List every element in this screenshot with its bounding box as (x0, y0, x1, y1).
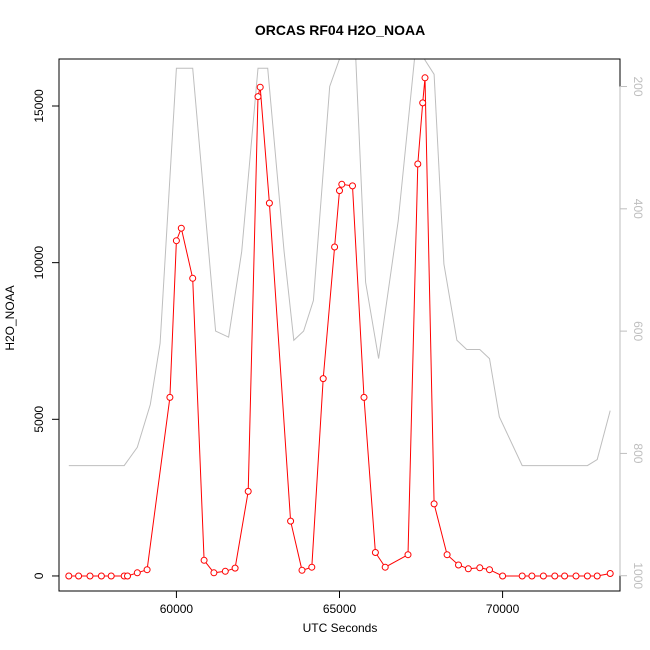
x-axis-label: UTC Seconds (303, 621, 378, 635)
data-point (572, 572, 580, 580)
secondary-line (68, 58, 611, 467)
y-tick-label: 5000 (32, 406, 46, 433)
data-point (65, 572, 73, 580)
data-point (443, 551, 451, 559)
data-point (298, 566, 306, 574)
data-point (593, 572, 601, 580)
data-point (360, 393, 368, 401)
secondary-series (68, 58, 611, 467)
right-tick-label: 400 (631, 199, 645, 219)
y-tick-label: 10000 (32, 246, 46, 280)
right-tick-label: 200 (631, 77, 645, 97)
data-point (338, 180, 346, 188)
data-point (455, 561, 462, 569)
right-tick-label: 800 (631, 443, 645, 463)
data-point (308, 563, 316, 571)
y-axis-label: H2O_NOAA (3, 285, 17, 350)
y-tick-label: 15000 (32, 89, 46, 123)
y-axis: 0 5000 10000 15000 (32, 89, 60, 579)
data-point (200, 556, 208, 564)
data-point (107, 572, 115, 580)
x-tick-label: 60000 (160, 602, 194, 616)
data-point (606, 570, 614, 577)
data-point (518, 572, 526, 580)
data-point (539, 572, 547, 580)
data-point (231, 564, 239, 572)
data-point (172, 237, 180, 245)
data-point (430, 500, 438, 508)
data-point (97, 572, 105, 580)
data-point (476, 564, 484, 572)
data-point (124, 572, 131, 580)
data-point (486, 566, 493, 574)
data-point (499, 572, 507, 580)
x-tick-label: 70000 (486, 602, 520, 616)
series-line (68, 77, 611, 577)
data-point (561, 572, 569, 580)
data-point (404, 551, 412, 559)
chart-title: ORCAS RF04 H2O_NOAA (255, 22, 425, 38)
data-point (287, 517, 295, 525)
data-point (349, 182, 356, 190)
data-point (189, 274, 197, 282)
data-point (75, 572, 83, 580)
data-point (244, 487, 252, 495)
data-point (528, 572, 536, 580)
data-point (381, 563, 389, 571)
data-point (86, 572, 94, 580)
x-tick-label: 65000 (323, 602, 357, 616)
data-point (336, 187, 343, 195)
data-point (265, 199, 273, 207)
data-point (254, 93, 262, 101)
x-axis: 60000 65000 70000 (160, 590, 520, 616)
data-point (166, 393, 174, 401)
data-point (371, 549, 379, 556)
data-point (464, 565, 472, 573)
right-axis: 200 400 600 800 1000 (619, 77, 645, 589)
series-layer (65, 74, 614, 580)
data-point (177, 224, 185, 232)
plot-frame (58, 58, 621, 592)
data-point (143, 566, 151, 574)
right-tick-label: 1000 (631, 562, 645, 589)
data-point (419, 99, 427, 107)
data-point (210, 569, 218, 577)
data-point (256, 83, 264, 91)
data-point (221, 567, 229, 575)
data-point (583, 572, 591, 580)
right-tick-label: 600 (631, 321, 645, 341)
y-tick-label: 0 (32, 572, 46, 579)
data-point (414, 160, 422, 168)
data-point (331, 243, 339, 251)
data-point (421, 74, 429, 82)
data-point (133, 569, 141, 577)
data-point (551, 572, 559, 580)
data-point (319, 375, 327, 383)
